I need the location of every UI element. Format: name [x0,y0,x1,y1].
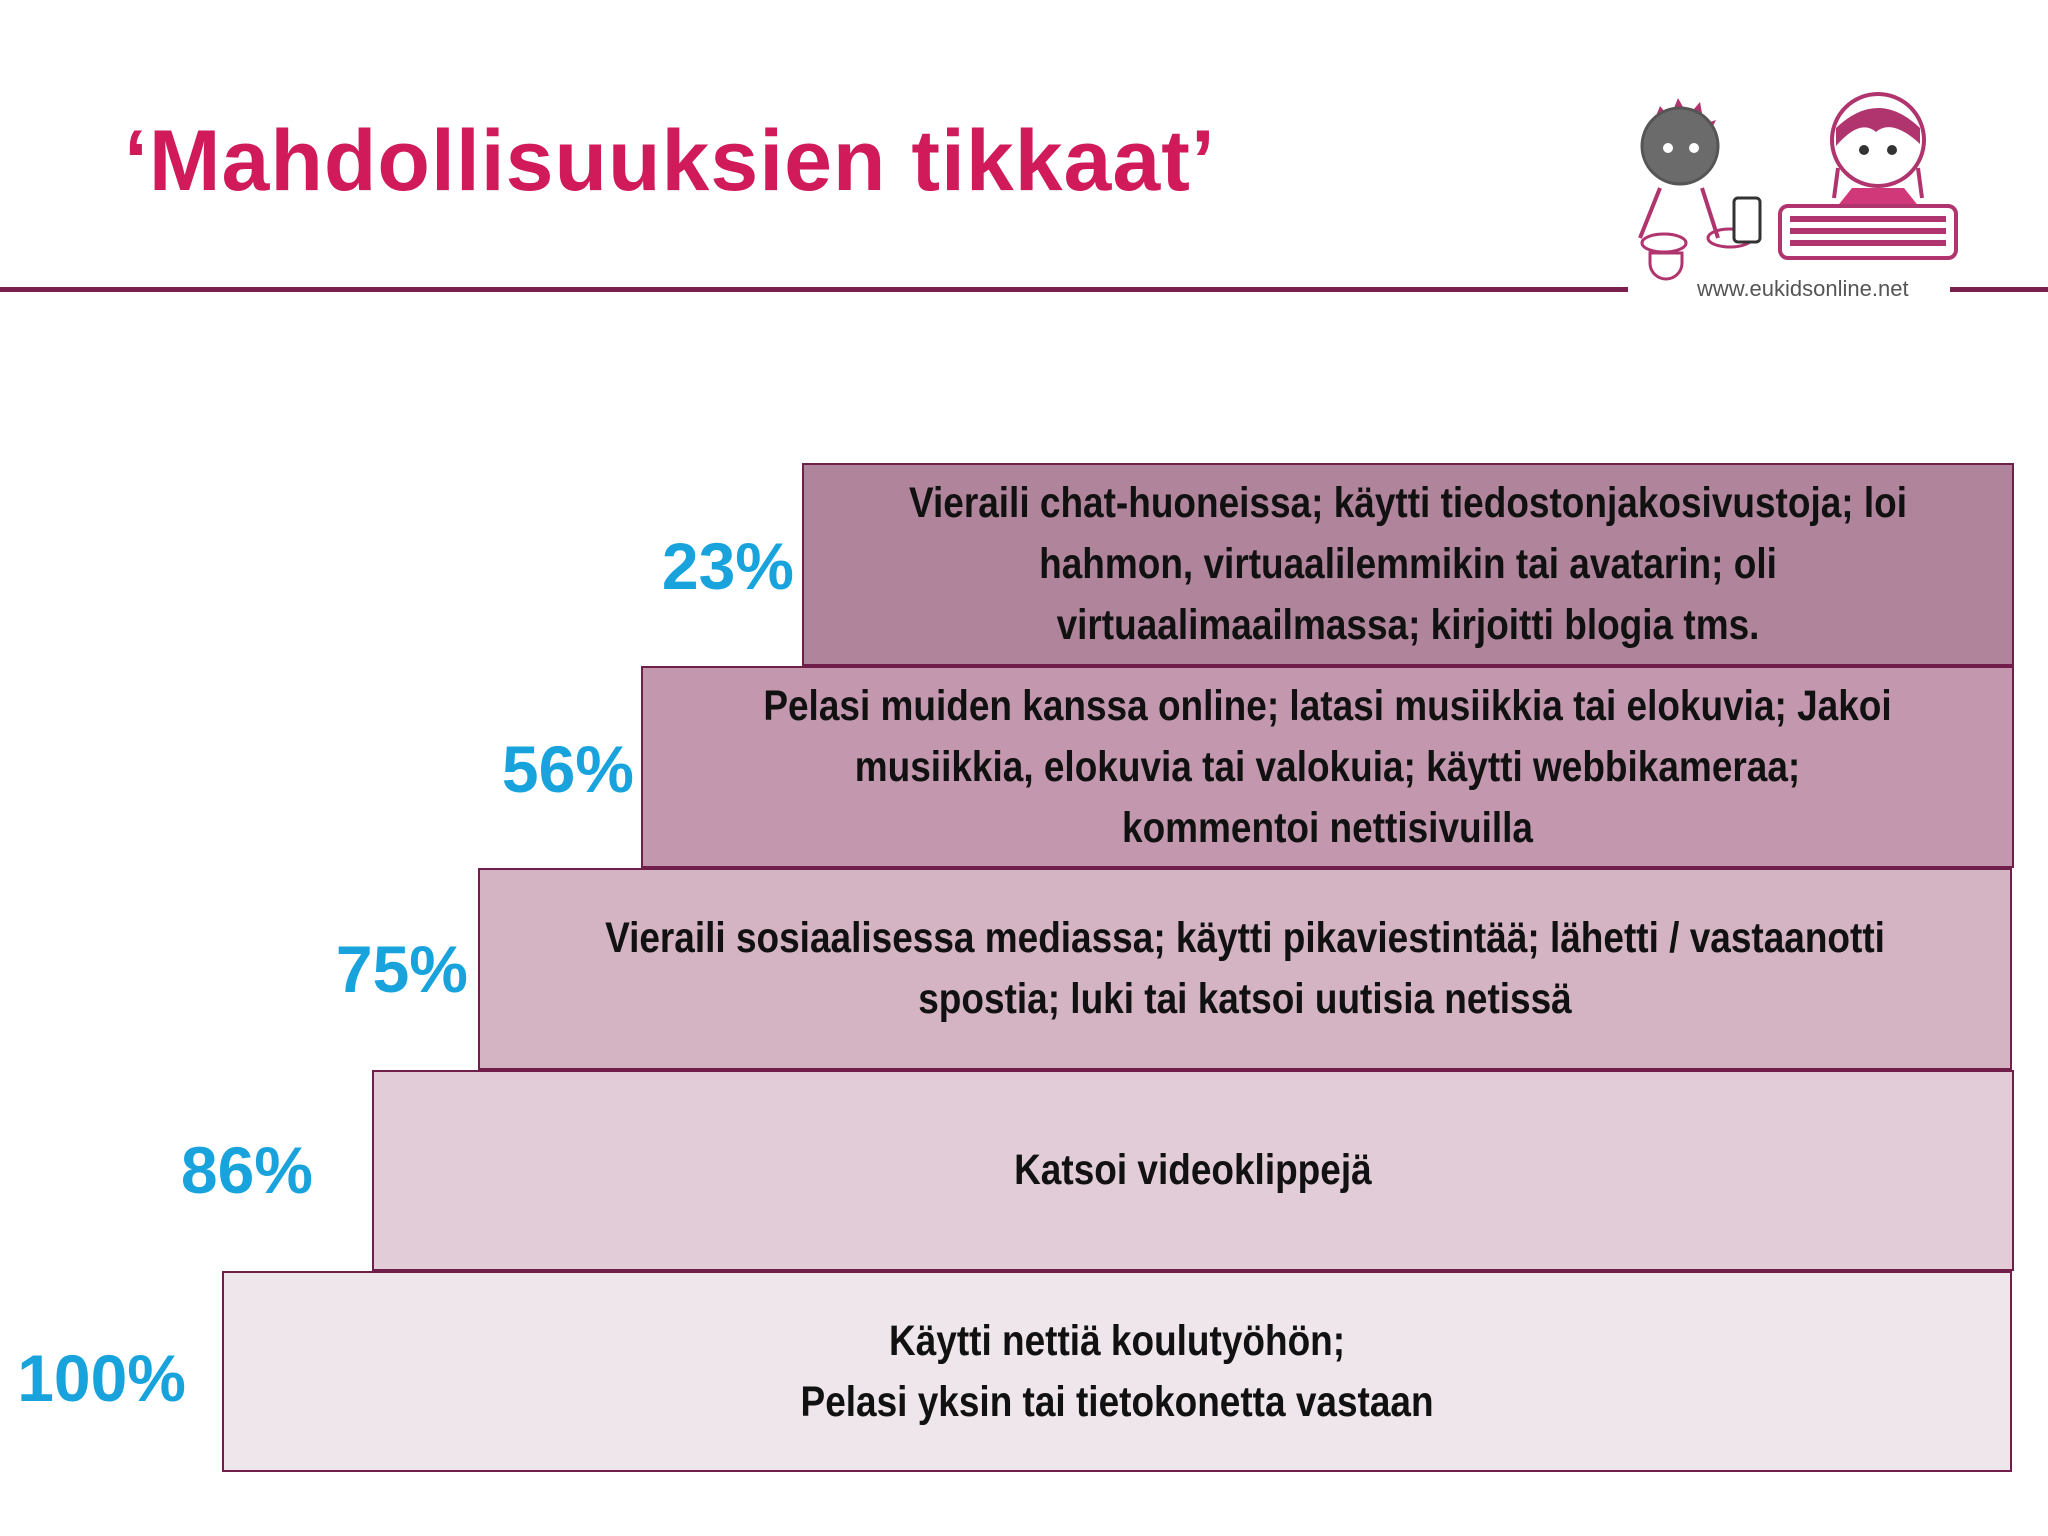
step-percent-100: 100% [17,1341,186,1415]
ladder-step-23: Vieraili chat-huoneissa; käytti tiedosto… [802,463,2014,666]
step-percent-23: 23% [661,529,794,603]
header-rule-left [0,287,1628,292]
step-text: Katsoi videoklippejä [1014,1146,1372,1194]
step-text: Pelasi muiden kanssa online; latasi musi… [763,681,1892,852]
step-percent-75: 75% [335,932,468,1006]
logo-url: www.eukidsonline.net [1697,276,1909,301]
ladder-step-75: Vieraili sosiaalisessa mediassa; käytti … [478,868,2012,1070]
eu-kids-online-logo-icon [1638,92,1958,281]
step-text: Käytti nettiä koulutyöhön; Pelasi yksin … [800,1316,1434,1426]
step-text: Vieraili chat-huoneissa; käytti tiedosto… [908,479,1908,649]
header-rule-right [1950,287,2048,292]
ladder-step-86: Katsoi videoklippejä [372,1070,2014,1271]
step-text: Vieraili sosiaalisessa mediassa; käytti … [605,914,1885,1023]
step-percent-86: 86% [180,1133,313,1207]
ladder-step-56: Pelasi muiden kanssa online; latasi musi… [641,666,2014,868]
page-title: ‘Mahdollisuuksien tikkaat’ [124,113,1216,209]
ladder-step-100: Käytti nettiä koulutyöhön; Pelasi yksin … [222,1271,2012,1472]
step-percent-56: 56% [501,732,634,806]
